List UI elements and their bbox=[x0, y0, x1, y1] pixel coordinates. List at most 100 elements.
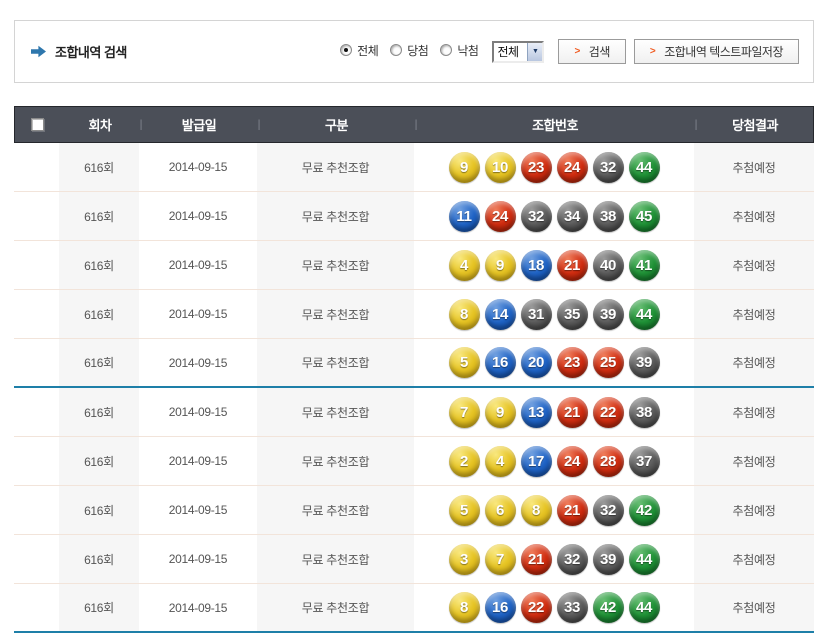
save-text-file-button-label: 조합내역 텍스트파일저장 bbox=[664, 45, 783, 59]
type-cell: 무료 추천조합 bbox=[257, 584, 414, 631]
lotto-ball: 41 bbox=[628, 249, 660, 281]
search-controls: 전체 당첨 낙첨 전체 ▼ > 검색 > 조합내역 텍스트파일저장 bbox=[340, 39, 799, 64]
type-cell: 무료 추천조합 bbox=[257, 339, 414, 386]
result-cell: 추첨예정 bbox=[694, 388, 814, 436]
chevron-down-icon[interactable]: ▼ bbox=[527, 42, 543, 61]
radio-option-낙첨[interactable]: 낙첨 bbox=[440, 42, 479, 59]
result-cell: 추첨예정 bbox=[694, 584, 814, 631]
type-cell: 무료 추천조합 bbox=[257, 535, 414, 583]
result-cell: 추첨예정 bbox=[694, 339, 814, 386]
table-row: 616회 2014-09-15 무료 추천조합 8 16 22 33 42 44 추첨예정 bbox=[14, 584, 814, 633]
round-select[interactable]: 전체 ▼ bbox=[492, 40, 545, 63]
table-header: 회차 발급일 구분 조합번호 당첨결과 bbox=[14, 106, 814, 143]
ball-group: 8 14 31 35 39 44 bbox=[448, 298, 660, 330]
header-numbers: 조합번호 bbox=[415, 107, 695, 142]
lotto-ball: 23 bbox=[520, 151, 552, 183]
lotto-ball: 16 bbox=[484, 592, 516, 623]
row-check-cell bbox=[14, 535, 59, 583]
search-button-label: 검색 bbox=[588, 45, 611, 59]
filter-radio-group: 전체 당첨 낙첨 bbox=[340, 42, 490, 62]
ball-group: 3 7 21 32 39 44 bbox=[448, 543, 660, 575]
lotto-ball: 18 bbox=[520, 249, 552, 281]
type-cell: 무료 추천조합 bbox=[257, 143, 414, 191]
lotto-ball: 10 bbox=[484, 151, 516, 183]
search-button[interactable]: > 검색 bbox=[558, 39, 626, 64]
row-check-cell bbox=[14, 339, 59, 386]
lotto-ball: 32 bbox=[592, 151, 624, 183]
result-cell: 추첨예정 bbox=[694, 535, 814, 583]
lotto-ball: 21 bbox=[520, 543, 552, 575]
lotto-ball: 22 bbox=[520, 592, 552, 623]
numbers-cell: 7 9 13 21 22 38 bbox=[414, 388, 694, 436]
numbers-cell: 11 24 32 34 38 45 bbox=[414, 192, 694, 240]
lotto-ball: 9 bbox=[484, 249, 516, 281]
radio-label: 당첨 bbox=[407, 43, 429, 58]
lotto-ball: 37 bbox=[628, 445, 660, 477]
lotto-ball: 21 bbox=[556, 249, 588, 281]
result-cell: 추첨예정 bbox=[694, 241, 814, 289]
lotto-ball: 7 bbox=[484, 543, 516, 575]
type-cell: 무료 추천조합 bbox=[257, 388, 414, 436]
orange-arrow-icon: > bbox=[649, 45, 656, 57]
radio-button[interactable] bbox=[340, 44, 353, 57]
table-row: 616회 2014-09-15 무료 추천조합 4 9 18 21 40 41 추첨예정 bbox=[14, 241, 814, 290]
round-cell: 616회 bbox=[59, 486, 139, 534]
save-text-file-button[interactable]: > 조합내역 텍스트파일저장 bbox=[633, 39, 799, 64]
numbers-cell: 8 16 22 33 42 44 bbox=[414, 584, 694, 631]
lotto-ball: 22 bbox=[592, 396, 624, 428]
lotto-ball: 14 bbox=[484, 298, 516, 330]
results-table: 회차 발급일 구분 조합번호 당첨결과 616회 2014-09-15 무료 추천조… bbox=[14, 106, 814, 633]
round-cell: 616회 bbox=[59, 339, 139, 386]
lotto-ball: 31 bbox=[520, 298, 552, 330]
lotto-ball: 42 bbox=[592, 592, 624, 623]
ball-group: 5 6 8 21 32 42 bbox=[448, 494, 660, 526]
lotto-ball: 38 bbox=[592, 200, 624, 232]
header-round: 회차 bbox=[60, 107, 140, 142]
lotto-ball: 42 bbox=[628, 494, 660, 526]
lotto-ball: 39 bbox=[592, 298, 624, 330]
radio-option-전체[interactable]: 전체 bbox=[340, 42, 379, 59]
issue-date-cell: 2014-09-15 bbox=[168, 258, 228, 272]
table-row: 616회 2014-09-15 무료 추천조합 5 6 8 21 32 42 추첨예정 bbox=[14, 486, 814, 535]
lotto-ball: 21 bbox=[556, 494, 588, 526]
lotto-ball: 28 bbox=[592, 445, 624, 477]
row-check-cell bbox=[14, 241, 59, 289]
lotto-ball: 24 bbox=[484, 200, 516, 232]
search-panel: 조합내역 검색 전체 당첨 낙첨 전체 ▼ > 검색 > 조합내역 텍스트파일저장 bbox=[14, 20, 814, 83]
lotto-ball: 21 bbox=[556, 396, 588, 428]
lotto-ball: 8 bbox=[448, 298, 480, 330]
lotto-ball: 23 bbox=[556, 347, 588, 378]
lotto-ball: 16 bbox=[484, 347, 516, 378]
numbers-cell: 9 10 23 24 32 44 bbox=[414, 143, 694, 191]
row-check-cell bbox=[14, 437, 59, 485]
ball-group: 9 10 23 24 32 44 bbox=[448, 151, 660, 183]
issue-date-cell: 2014-09-15 bbox=[168, 600, 228, 615]
issue-date-cell: 2014-09-15 bbox=[168, 405, 228, 419]
lotto-ball: 40 bbox=[592, 249, 624, 281]
row-check-cell bbox=[14, 192, 59, 240]
lotto-ball: 13 bbox=[520, 396, 552, 428]
ball-group: 4 9 18 21 40 41 bbox=[448, 249, 660, 281]
row-check-cell bbox=[14, 486, 59, 534]
select-all-checkbox[interactable] bbox=[31, 118, 44, 131]
lotto-ball: 5 bbox=[448, 494, 480, 526]
type-cell: 무료 추천조합 bbox=[257, 192, 414, 240]
radio-button[interactable] bbox=[390, 44, 403, 57]
issue-date-cell: 2014-09-15 bbox=[168, 307, 228, 321]
header-result: 당첨결과 bbox=[732, 118, 778, 133]
lotto-ball: 38 bbox=[628, 396, 660, 428]
radio-button[interactable] bbox=[440, 44, 453, 57]
lotto-ball: 44 bbox=[628, 592, 660, 623]
lotto-ball: 45 bbox=[628, 200, 660, 232]
lotto-ball: 5 bbox=[448, 347, 480, 378]
row-check-cell bbox=[14, 290, 59, 338]
round-cell: 616회 bbox=[59, 192, 139, 240]
ball-group: 8 16 22 33 42 44 bbox=[448, 592, 660, 623]
result-cell: 추첨예정 bbox=[694, 290, 814, 338]
radio-option-당첨[interactable]: 당첨 bbox=[390, 42, 429, 59]
round-cell: 616회 bbox=[59, 437, 139, 485]
radio-label: 전체 bbox=[357, 43, 379, 58]
table-row: 616회 2014-09-15 무료 추천조합 3 7 21 32 39 44 추첨예정 bbox=[14, 535, 814, 584]
lotto-ball: 32 bbox=[592, 494, 624, 526]
